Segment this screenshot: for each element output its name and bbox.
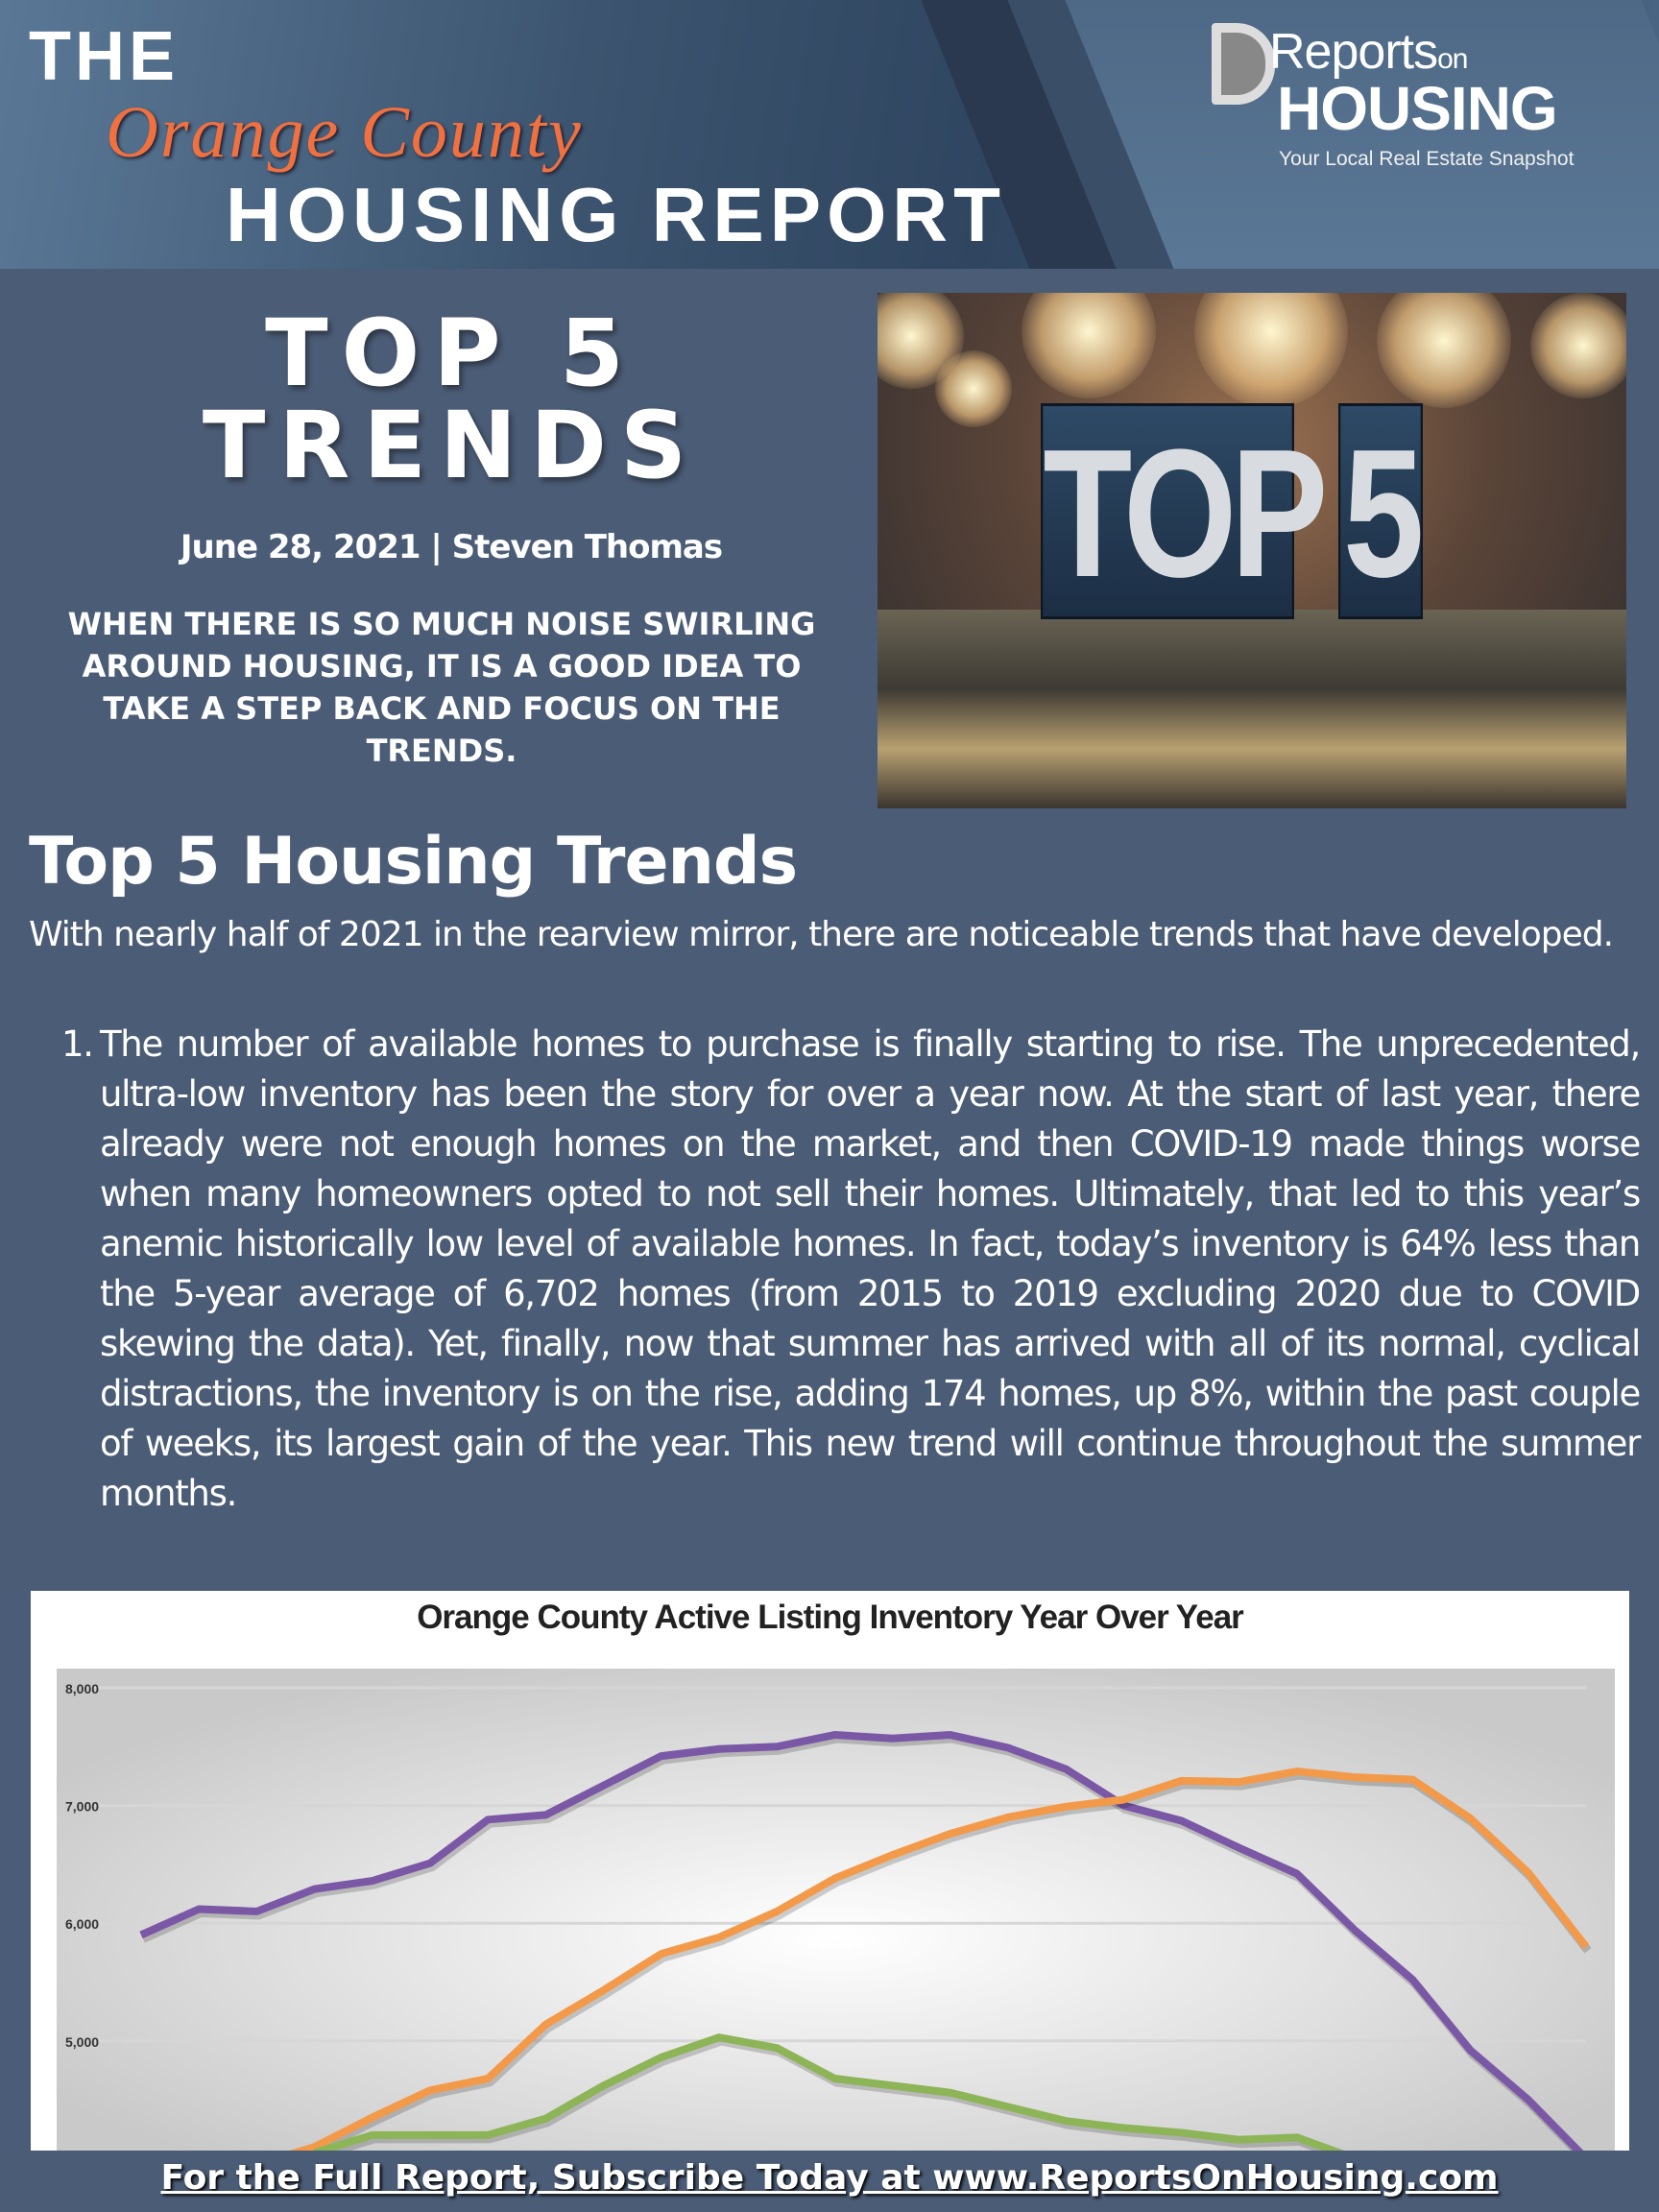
header-the: THE <box>29 18 179 95</box>
logo-on: on <box>1437 43 1468 75</box>
photo-surface <box>878 610 1626 808</box>
y-tick-label: 8,000 <box>65 1681 99 1696</box>
hero-title-line1: TOP 5 <box>265 300 637 407</box>
subscribe-link[interactable]: For the Full Report, Subscribe Today at … <box>160 2158 1499 2198</box>
logo-reports: Reports <box>1269 24 1438 80</box>
top5-photo: TOP 5 <box>878 293 1626 808</box>
y-tick-label: 7,000 <box>65 1799 99 1815</box>
photo-top-letters: TOP <box>1041 403 1328 619</box>
trend-list-item: 1. The number of available homes to purc… <box>61 1020 1641 1519</box>
header-housing-report: HOUSING REPORT <box>226 172 1006 257</box>
plot-area <box>57 1669 1615 2151</box>
y-tick-label: 5,000 <box>65 2034 99 2050</box>
byline: June 28, 2021 | Steven Thomas <box>180 528 723 566</box>
bokeh-light <box>1022 293 1156 398</box>
article-intro: With nearly half of 2021 in the rearview… <box>29 915 1614 954</box>
chart-canvas: 8,000 7,000 6,000 5,000 <box>57 1669 1615 2151</box>
bokeh-light <box>1377 293 1511 408</box>
bokeh-light <box>1530 293 1626 398</box>
header-orange-county: Orange County <box>106 92 583 173</box>
article-heading: Top 5 Housing Trends <box>29 824 798 900</box>
series-line-purple <box>139 1731 1584 2151</box>
list-number: 1. <box>61 1023 94 1065</box>
reports-on-housing-logo[interactable]: Reportson HOUSING Your Local Real Estate… <box>1212 23 1634 186</box>
hero-title-line2: TRENDS <box>202 392 701 499</box>
series-line-orange <box>289 1767 1590 2151</box>
bokeh-light <box>935 350 1012 427</box>
report-header-banner: THE Orange County HOUSING REPORT Reports… <box>0 0 1659 269</box>
logo-reports-text: Reportson <box>1269 23 1468 81</box>
hero-title: TOP 5 TRENDS <box>0 307 902 492</box>
inventory-chart: 8,000 7,000 6,000 5,000 Orange County Activ… <box>31 1591 1629 2151</box>
list-item-text: The number of available homes to purchas… <box>100 1023 1641 1514</box>
logo-housing: HOUSING <box>1277 74 1558 143</box>
subscribe-footer: For the Full Report, Subscribe Today at … <box>0 2151 1659 2212</box>
bokeh-light <box>1194 293 1348 408</box>
y-tick-label: 6,000 <box>65 1916 99 1932</box>
hero-tagline: WHEN THERE IS SO MUCH NOISE SWIRLING ARO… <box>67 606 816 769</box>
photo-five-letter: 5 <box>1338 403 1424 619</box>
logo-tagline: Your Local Real Estate Snapshot <box>1279 148 1575 170</box>
logo-r-icon <box>1212 23 1275 105</box>
chart-title: Orange County Active Listing Inventory Y… <box>417 1599 1244 1636</box>
series-line-green <box>313 2033 1344 2151</box>
